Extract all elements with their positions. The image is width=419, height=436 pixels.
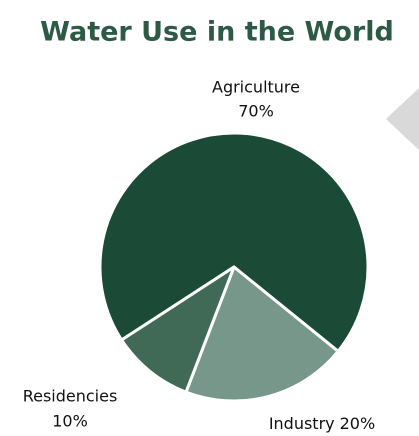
chart-title: Water Use in the World [40,17,394,48]
slice-value-label: 20% [340,414,376,433]
slice-label: Residencies [23,387,118,406]
decorative-arrow [386,88,419,150]
slice-label: Agriculture [212,78,300,97]
slice-value-label: 10% [52,412,88,431]
slice-label: Industry 20% [269,414,375,433]
pie-slice [120,265,236,394]
pie-slice [184,265,340,403]
slice-value-label: 70% [238,102,274,121]
labels: Agriculture 70% Industry 20% Residencies 10% [23,78,375,433]
pie [98,131,370,403]
pie-slice [98,131,370,353]
slice-category: Industry [269,414,335,433]
